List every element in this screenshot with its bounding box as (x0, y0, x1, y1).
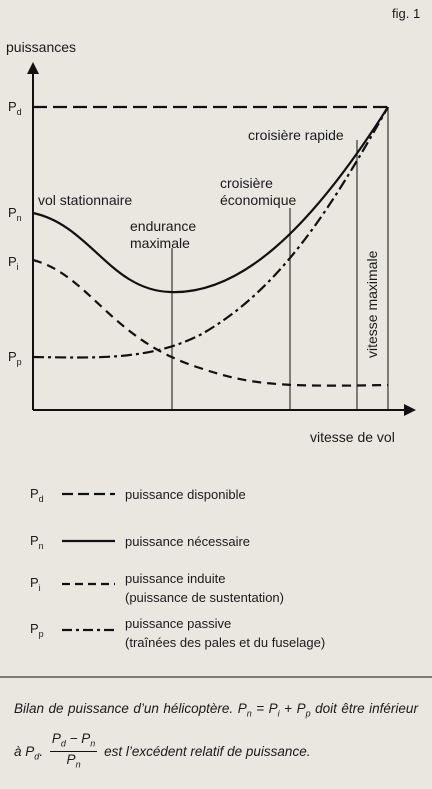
text: n (90, 738, 96, 749)
text: n (75, 760, 81, 771)
text: est l’excédent relatif de puissance. (104, 743, 311, 759)
caption: Bilan de puissance d’un hélicoptère. Pn … (14, 692, 418, 773)
fraction: Pd − Pn Pn (49, 730, 98, 773)
text: − (69, 730, 78, 746)
text: P (30, 621, 39, 636)
text: P (30, 575, 39, 590)
x-arrow (404, 404, 416, 416)
pi-curve (32, 258, 389, 387)
diagram: fig. 1 puissances vitesse de vol Pd Pn P… (0, 6, 432, 678)
text: i (277, 708, 280, 719)
text: P (8, 349, 17, 364)
annotation: économique (220, 192, 296, 208)
annotation: maximale (130, 235, 190, 251)
legend-label: puissance induite (125, 571, 225, 586)
text: i (39, 583, 41, 593)
annotation: vol stationnaire (38, 192, 132, 208)
legend-label: puissance passive (125, 616, 231, 631)
text: P (66, 752, 76, 768)
text: P (30, 486, 39, 501)
text: = (256, 701, 265, 716)
text: P (8, 99, 17, 114)
annotation: croisière (220, 175, 273, 191)
legend-symbol: Pp (30, 621, 44, 639)
pn-curve (32, 106, 389, 294)
text: d (39, 494, 44, 504)
legend-label: puissance disponible (125, 487, 246, 502)
text: n (246, 708, 252, 719)
legend-symbol: Pn (30, 533, 44, 551)
legend-note: (puissance de sustentation) (125, 590, 284, 605)
text: P (25, 743, 35, 759)
text: P (81, 730, 91, 746)
text: P (30, 533, 39, 548)
text: P (51, 730, 61, 746)
text: p (39, 629, 44, 639)
y-marker: Pd (8, 99, 22, 117)
y-arrow (27, 62, 39, 74)
text: Bilan de puissance d’un hélicoptère. (14, 701, 234, 716)
text: P (8, 205, 17, 220)
text: n (39, 541, 44, 551)
text: n (17, 213, 22, 223)
text: + (284, 701, 293, 716)
text: P (268, 701, 278, 716)
text: i (17, 262, 19, 272)
legend-note: (traînées des pales et du fuselage) (125, 635, 325, 650)
text: P (296, 701, 306, 716)
text: d (60, 738, 66, 749)
text: doit être inférieur à (14, 701, 418, 759)
text: d (17, 107, 22, 117)
y-axis-label: puissances (6, 39, 76, 55)
text: p (17, 357, 22, 367)
y-marker: Pi (8, 254, 19, 272)
y-marker: Pp (8, 349, 22, 367)
figure-label: fig. 1 (392, 6, 420, 21)
x-axis-label: vitesse de vol (310, 429, 395, 445)
legend-symbol: Pi (30, 575, 41, 593)
legend-label: puissance nécessaire (125, 534, 250, 549)
text: p (305, 708, 311, 719)
text: d (34, 751, 40, 762)
legend-symbol: Pd (30, 486, 44, 504)
annotation: vitesse maximale (364, 250, 380, 358)
text: P (8, 254, 17, 269)
annotation: croisière rapide (248, 127, 344, 143)
pp-curve (32, 106, 389, 359)
text: P (237, 701, 247, 716)
annotation: endurance (130, 218, 196, 234)
y-marker: Pn (8, 205, 22, 223)
